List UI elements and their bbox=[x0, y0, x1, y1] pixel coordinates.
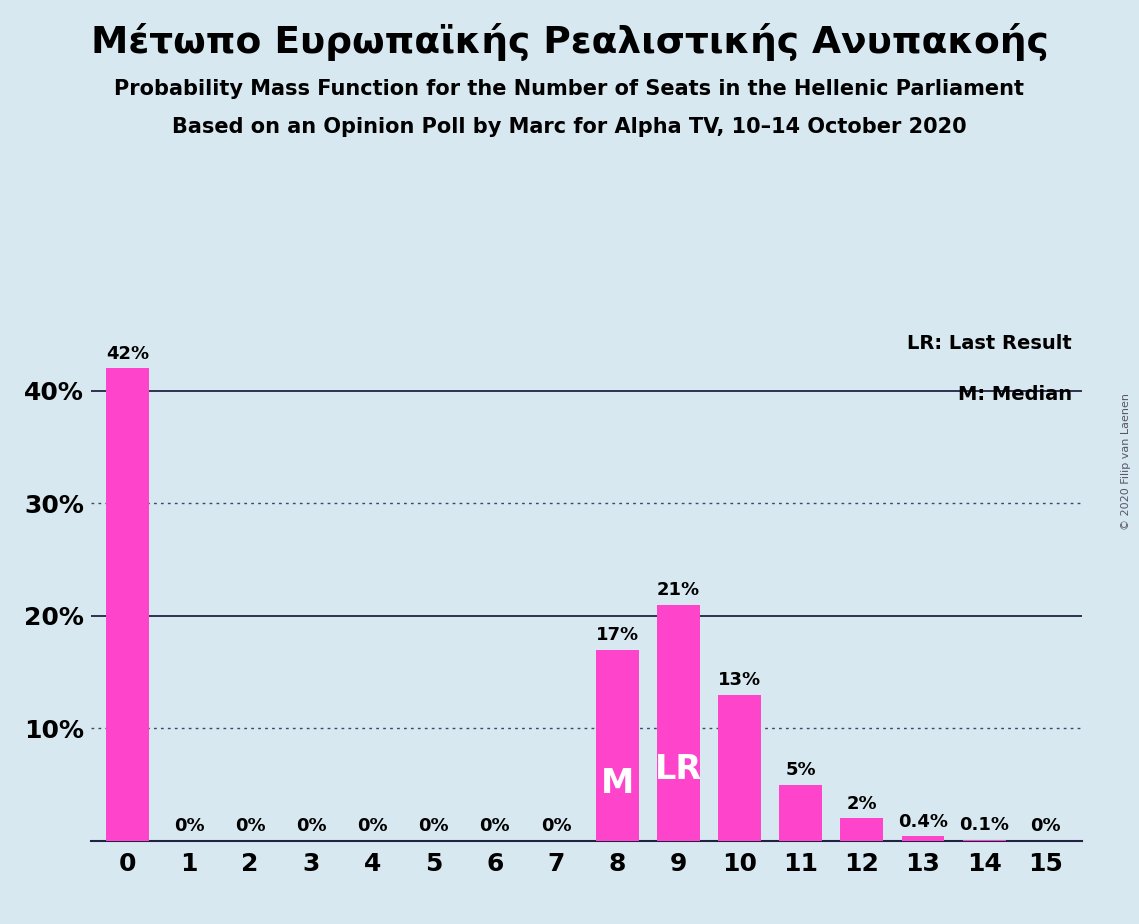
Bar bbox=[718, 695, 761, 841]
Text: 0%: 0% bbox=[418, 817, 449, 835]
Text: 21%: 21% bbox=[657, 581, 699, 599]
Bar bbox=[962, 840, 1006, 841]
Text: M: M bbox=[600, 767, 633, 800]
Bar bbox=[841, 819, 883, 841]
Text: 0%: 0% bbox=[235, 817, 265, 835]
Text: 17%: 17% bbox=[596, 626, 639, 644]
Bar bbox=[596, 650, 639, 841]
Text: 0%: 0% bbox=[541, 817, 572, 835]
Bar bbox=[657, 604, 699, 841]
Text: 0%: 0% bbox=[173, 817, 204, 835]
Text: © 2020 Filip van Laenen: © 2020 Filip van Laenen bbox=[1121, 394, 1131, 530]
Bar bbox=[106, 369, 149, 841]
Text: M: Median: M: Median bbox=[958, 385, 1072, 405]
Text: Based on an Opinion Poll by Marc for Alpha TV, 10–14 October 2020: Based on an Opinion Poll by Marc for Alp… bbox=[172, 117, 967, 138]
Text: 0%: 0% bbox=[296, 817, 327, 835]
Text: 42%: 42% bbox=[106, 345, 149, 363]
Text: 0.1%: 0.1% bbox=[959, 816, 1009, 834]
Bar bbox=[779, 784, 822, 841]
Text: 0.4%: 0.4% bbox=[898, 813, 948, 831]
Text: LR: LR bbox=[655, 753, 702, 786]
Text: 13%: 13% bbox=[718, 671, 761, 689]
Text: 5%: 5% bbox=[786, 761, 816, 779]
Text: 0%: 0% bbox=[480, 817, 510, 835]
Text: LR: Last Result: LR: Last Result bbox=[908, 334, 1072, 353]
Text: Μέτωπο Ευρωπαϊκής Ρεαλιστικής Ανυπακοής: Μέτωπο Ευρωπαϊκής Ρεαλιστικής Ανυπακοής bbox=[91, 23, 1048, 61]
Text: 2%: 2% bbox=[846, 795, 877, 813]
Text: 0%: 0% bbox=[358, 817, 387, 835]
Text: Probability Mass Function for the Number of Seats in the Hellenic Parliament: Probability Mass Function for the Number… bbox=[115, 79, 1024, 99]
Bar bbox=[902, 836, 944, 841]
Text: 0%: 0% bbox=[1030, 817, 1060, 835]
